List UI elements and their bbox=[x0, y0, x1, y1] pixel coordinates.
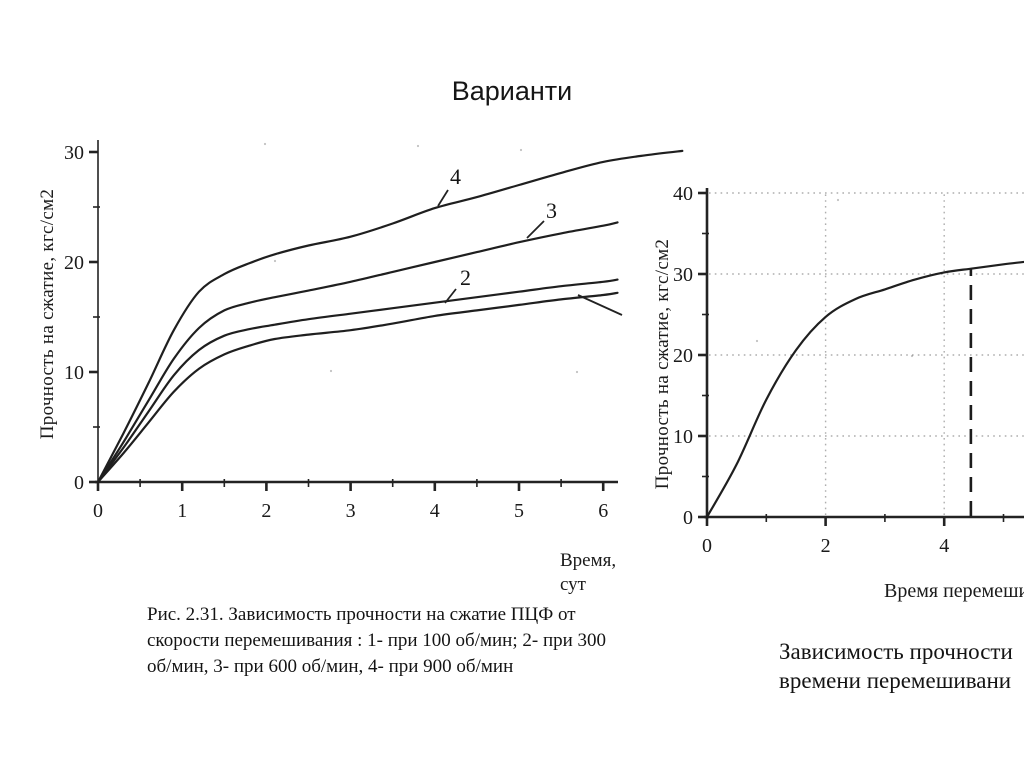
curve-4 bbox=[96, 149, 684, 484]
y-tick-label: 30 bbox=[64, 142, 84, 164]
curve-3 bbox=[96, 221, 619, 484]
chart1-curve4-label: 4 bbox=[450, 164, 461, 189]
chart2-caption-line2: времени перемешивани bbox=[779, 668, 1012, 693]
leader-curve1 bbox=[577, 294, 623, 316]
chart1-curve3-label: 3 bbox=[546, 198, 557, 223]
x-tick-label: 2 bbox=[261, 500, 271, 522]
x-tick-label: 2 bbox=[821, 535, 831, 557]
x-tick-label: 0 bbox=[93, 500, 103, 522]
chart1-x-axis-label-line2: сут bbox=[560, 574, 586, 595]
y-tick-label: 20 bbox=[64, 252, 84, 274]
x-tick-label: 4 bbox=[939, 535, 949, 557]
scan-speck bbox=[755, 339, 759, 343]
curve-2 bbox=[96, 278, 619, 484]
curve-1 bbox=[96, 291, 619, 484]
scan-speck bbox=[519, 148, 523, 152]
scan-speck bbox=[416, 144, 420, 148]
x-tick-label: 4 bbox=[430, 500, 440, 522]
chart1-caption: Рис. 2.31. Зависимость прочности на сжат… bbox=[147, 604, 607, 677]
x-tick-label: 1 bbox=[177, 500, 187, 522]
leader-curve4 bbox=[437, 189, 449, 207]
scan-speck bbox=[836, 198, 840, 202]
y-tick-label: 10 bbox=[673, 426, 693, 448]
chart2-x-axis-label: Время перемеши bbox=[884, 580, 1024, 602]
x-tick-label: 3 bbox=[346, 500, 356, 522]
scan-speck bbox=[910, 354, 914, 358]
chart1-x-axis-label: Время, сут bbox=[560, 549, 616, 597]
scan-speck bbox=[329, 369, 333, 373]
chart1-y-axis-label: Прочность на сжатие, кгс/см2 bbox=[37, 188, 58, 440]
x-tick-label: 6 bbox=[598, 500, 608, 522]
leader-curve3 bbox=[526, 220, 545, 239]
chart2-caption: Зависимость прочности времени перемешива… bbox=[779, 637, 1013, 695]
leader-curve2 bbox=[444, 288, 457, 304]
chart2-y-axis-label: Прочность на сжатие, кгс/см2 bbox=[652, 238, 673, 490]
scan-speck bbox=[263, 142, 267, 146]
curve-main bbox=[705, 260, 1024, 519]
x-tick-label: 0 bbox=[702, 535, 712, 557]
chart2-caption-line1: Зависимость прочности bbox=[779, 639, 1013, 664]
chart1-x-axis-label-line1: Время, bbox=[560, 550, 617, 571]
chart1-curve2-label: 2 bbox=[460, 265, 471, 290]
y-tick-label: 30 bbox=[673, 264, 693, 286]
y-tick-label: 0 bbox=[683, 507, 693, 529]
y-tick-label: 40 bbox=[673, 183, 693, 205]
scan-speck bbox=[273, 259, 277, 263]
chart1-group: 0 1 2 3 4 5 6 0 10 20 30 bbox=[64, 140, 684, 522]
y-tick-label: 0 bbox=[74, 472, 84, 494]
scan-speck bbox=[575, 370, 579, 374]
y-tick-label: 20 bbox=[673, 345, 693, 367]
page-title: Варианти bbox=[451, 76, 573, 106]
y-tick-label: 10 bbox=[64, 362, 84, 384]
x-tick-label: 5 bbox=[514, 500, 524, 522]
